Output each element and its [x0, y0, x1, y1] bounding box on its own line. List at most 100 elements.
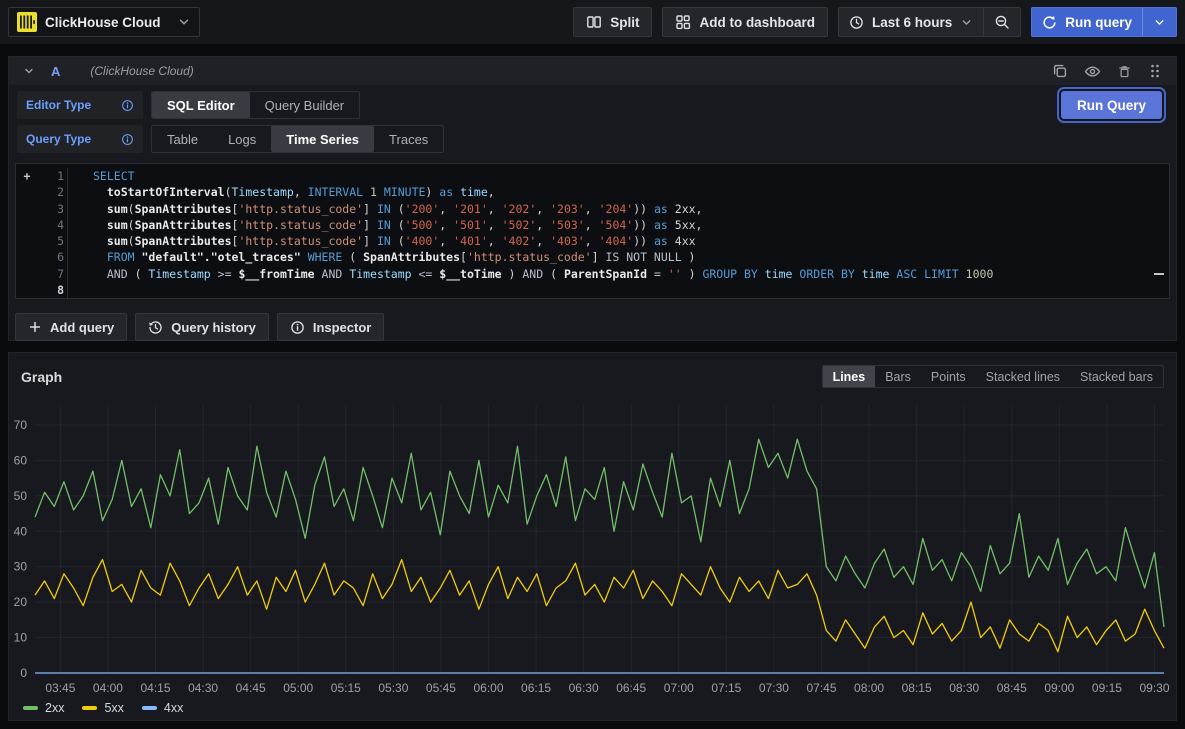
query-type-option-logs[interactable]: Logs: [228, 131, 257, 147]
info-circle-icon: [290, 320, 305, 335]
time-range-picker[interactable]: Last 6 hours: [839, 8, 983, 36]
split-button[interactable]: Split: [573, 7, 653, 37]
x-tick-label: 08:30: [949, 681, 979, 695]
code-line: 7 AND ( Timestamp >= $__fromTime AND Tim…: [16, 265, 1169, 283]
x-tick-label: 05:15: [331, 681, 361, 695]
query-type-option-time-series[interactable]: Time Series: [271, 126, 375, 152]
split-label: Split: [610, 14, 640, 30]
series-line-5xx: [34, 558, 1165, 653]
datasource-picker[interactable]: ClickHouse Cloud: [8, 7, 200, 37]
y-tick-label: 60: [14, 453, 28, 467]
line-number: 6: [57, 250, 64, 265]
run-query-label: Run query: [1065, 14, 1132, 30]
info-circle-icon[interactable]: [121, 99, 134, 112]
line-number: 3: [57, 201, 64, 216]
run-query-button[interactable]: Run query: [1032, 15, 1142, 30]
view-mode-lines[interactable]: Lines: [822, 366, 876, 387]
editor-type-switch: SQL Editor Query Builder: [151, 91, 361, 119]
sync-icon: [1042, 15, 1057, 30]
legend-label: 2xx: [45, 701, 65, 715]
x-tick-label: 04:30: [188, 681, 218, 695]
series-line-2xx: [34, 438, 1165, 627]
drag-handle-icon[interactable]: [1148, 63, 1162, 79]
x-tick-label: 07:45: [806, 681, 836, 695]
legend: 2xx 5xx 4xx: [23, 701, 183, 715]
legend-label: 5xx: [104, 701, 124, 715]
line-number: 8: [57, 283, 64, 298]
delete-query-trash-icon[interactable]: [1117, 64, 1132, 79]
query-history-label: Query history: [171, 319, 256, 335]
line-number: 1: [57, 169, 64, 183]
code-line: +1 SELECT: [16, 168, 1169, 185]
inspector-label: Inspector: [312, 319, 372, 335]
run-query-split-button: Run query: [1031, 7, 1177, 37]
collapse-chevron-icon[interactable]: [23, 65, 35, 77]
view-mode-stacked-lines[interactable]: Stacked lines: [985, 369, 1061, 384]
legend-swatch: [82, 706, 98, 710]
x-tick-label: 04:45: [236, 681, 266, 695]
legend-swatch: [23, 706, 38, 710]
hide-query-eye-icon[interactable]: [1084, 63, 1101, 80]
x-tick-label: 09:30: [1139, 681, 1169, 695]
y-tick-label: 40: [14, 524, 28, 538]
split-icon: [586, 14, 602, 30]
run-query-dropdown-toggle[interactable]: [1143, 16, 1176, 29]
info-circle-icon[interactable]: [121, 133, 134, 146]
add-to-dashboard-button[interactable]: Add to dashboard: [662, 7, 828, 37]
line-number: 7: [57, 266, 64, 281]
view-mode-bars[interactable]: Bars: [885, 369, 911, 384]
editor-type-option-query-builder[interactable]: Query Builder: [264, 97, 345, 113]
search-minus-icon: [994, 14, 1010, 30]
x-tick-label: 03:45: [45, 681, 75, 695]
x-tick-label: 06:00: [473, 681, 503, 695]
x-tick-label: 06:30: [569, 681, 599, 695]
view-mode-stacked-bars[interactable]: Stacked bars: [1080, 369, 1153, 384]
legend-label: 4xx: [163, 701, 184, 715]
x-tick-label: 07:30: [759, 681, 789, 695]
code-line: 2 toStartOfInterval(Timestamp, INTERVAL …: [16, 184, 1169, 201]
x-tick-label: 08:00: [854, 681, 884, 695]
add-query-button[interactable]: Add query: [15, 313, 128, 341]
legend-item-5xx[interactable]: 5xx: [82, 701, 124, 715]
query-ref-id: A: [51, 63, 61, 79]
query-type-option-traces[interactable]: Traces: [389, 131, 429, 147]
clock-icon: [849, 15, 864, 30]
editor-type-label: Editor Type: [17, 91, 143, 119]
datasource-label: ClickHouse Cloud: [45, 14, 161, 30]
y-tick-label: 50: [14, 489, 28, 503]
time-range-label: Last 6 hours: [871, 14, 953, 30]
view-mode-points[interactable]: Points: [930, 369, 966, 384]
duplicate-query-icon[interactable]: [1052, 63, 1068, 79]
clickhouse-logo-icon: [17, 12, 37, 32]
line-number: 4: [57, 217, 64, 232]
query-datasource-hint: (ClickHouse Cloud): [90, 64, 194, 78]
x-tick-label: 09:15: [1092, 681, 1122, 695]
sql-editor[interactable]: +1 SELECT 2 toStartOfInterval(Timestamp, I…: [15, 163, 1170, 299]
legend-item-2xx[interactable]: 2xx: [23, 701, 64, 715]
query-history-button[interactable]: Query history: [135, 313, 269, 341]
legend-item-4xx[interactable]: 4xx: [141, 701, 184, 715]
x-tick-label: 07:15: [711, 681, 741, 695]
chevron-down-icon: [960, 16, 973, 29]
sql-code-lines: +1 SELECT 2 toStartOfInterval(Timestamp, I…: [16, 168, 1169, 298]
legend-swatch: [141, 706, 157, 710]
add-query-label: Add query: [50, 319, 115, 335]
x-tick-label: 04:15: [140, 681, 170, 695]
divider: [983, 8, 985, 36]
query-row-header[interactable]: A (ClickHouse Cloud): [9, 57, 1176, 85]
x-tick-label: 04:00: [93, 681, 123, 695]
editor-type-option-sql-editor[interactable]: SQL Editor: [152, 92, 250, 118]
y-tick-label: 30: [14, 560, 28, 574]
graph-canvas[interactable]: 0 10 20 30 40 50 60 70 03:45 04:00 04:15 04:30 04:45…: [9, 393, 1178, 699]
query-type-option-table[interactable]: Table: [167, 131, 199, 147]
inspector-button[interactable]: Inspector: [276, 313, 385, 341]
y-tick-label: 0: [20, 666, 27, 680]
panel-run-query-button[interactable]: Run Query: [1060, 91, 1162, 119]
divider: [1142, 8, 1143, 36]
code-line: 4 sum(SpanAttributes['http.status_code']…: [16, 216, 1169, 234]
x-tick-label: 06:15: [521, 681, 551, 695]
expand-query-icon[interactable]: +: [23, 169, 31, 183]
x-tick-label: 07:00: [664, 681, 694, 695]
zoom-out-time-button[interactable]: [984, 8, 1020, 36]
chevron-down-icon: [177, 15, 191, 29]
